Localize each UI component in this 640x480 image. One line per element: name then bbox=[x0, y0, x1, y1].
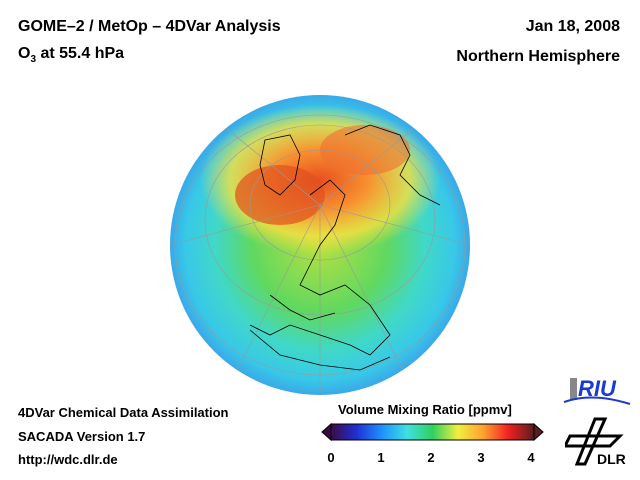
map-subtitle: O3 at 55.4 hPa bbox=[18, 45, 124, 65]
colorbar-tick: 1 bbox=[377, 450, 385, 465]
coastlines bbox=[249, 124, 441, 371]
dlr-logo: DLR bbox=[562, 414, 635, 474]
graticule bbox=[170, 114, 470, 395]
riu-logo: RIU bbox=[562, 370, 632, 415]
species: O bbox=[18, 45, 31, 62]
svg-text:DLR: DLR bbox=[597, 451, 626, 467]
map-title: GOME–2 / MetOp – 4DVar Analysis bbox=[18, 18, 281, 35]
colorbar-tick: 3 bbox=[477, 450, 485, 465]
colorbar bbox=[321, 422, 544, 442]
colorbar-tick: 2 bbox=[427, 450, 435, 465]
colorbar-title: Volume Mixing Ratio [ppmv] bbox=[338, 402, 512, 417]
colorbar-min-arrow bbox=[321, 422, 332, 442]
svg-text:RIU: RIU bbox=[578, 376, 617, 401]
species-subscript: 3 bbox=[30, 54, 37, 66]
colorbar-tick: 0 bbox=[327, 450, 335, 465]
colorbar-tick: 4 bbox=[527, 450, 535, 465]
colorbar-gradient bbox=[330, 423, 535, 441]
footer-line-2: SACADA Version 1.7 bbox=[18, 429, 146, 444]
date-label: Jan 18, 2008 bbox=[525, 18, 620, 35]
pressure-level: at 55.4 hPa bbox=[36, 45, 125, 62]
region-label: Northern Hemisphere bbox=[456, 48, 620, 65]
footer-url: http://wdc.dlr.de bbox=[18, 452, 118, 467]
footer-line-1: 4DVar Chemical Data Assimilation bbox=[18, 405, 229, 420]
colorbar-max-arrow bbox=[533, 422, 544, 442]
ozone-globe-map bbox=[170, 95, 470, 395]
